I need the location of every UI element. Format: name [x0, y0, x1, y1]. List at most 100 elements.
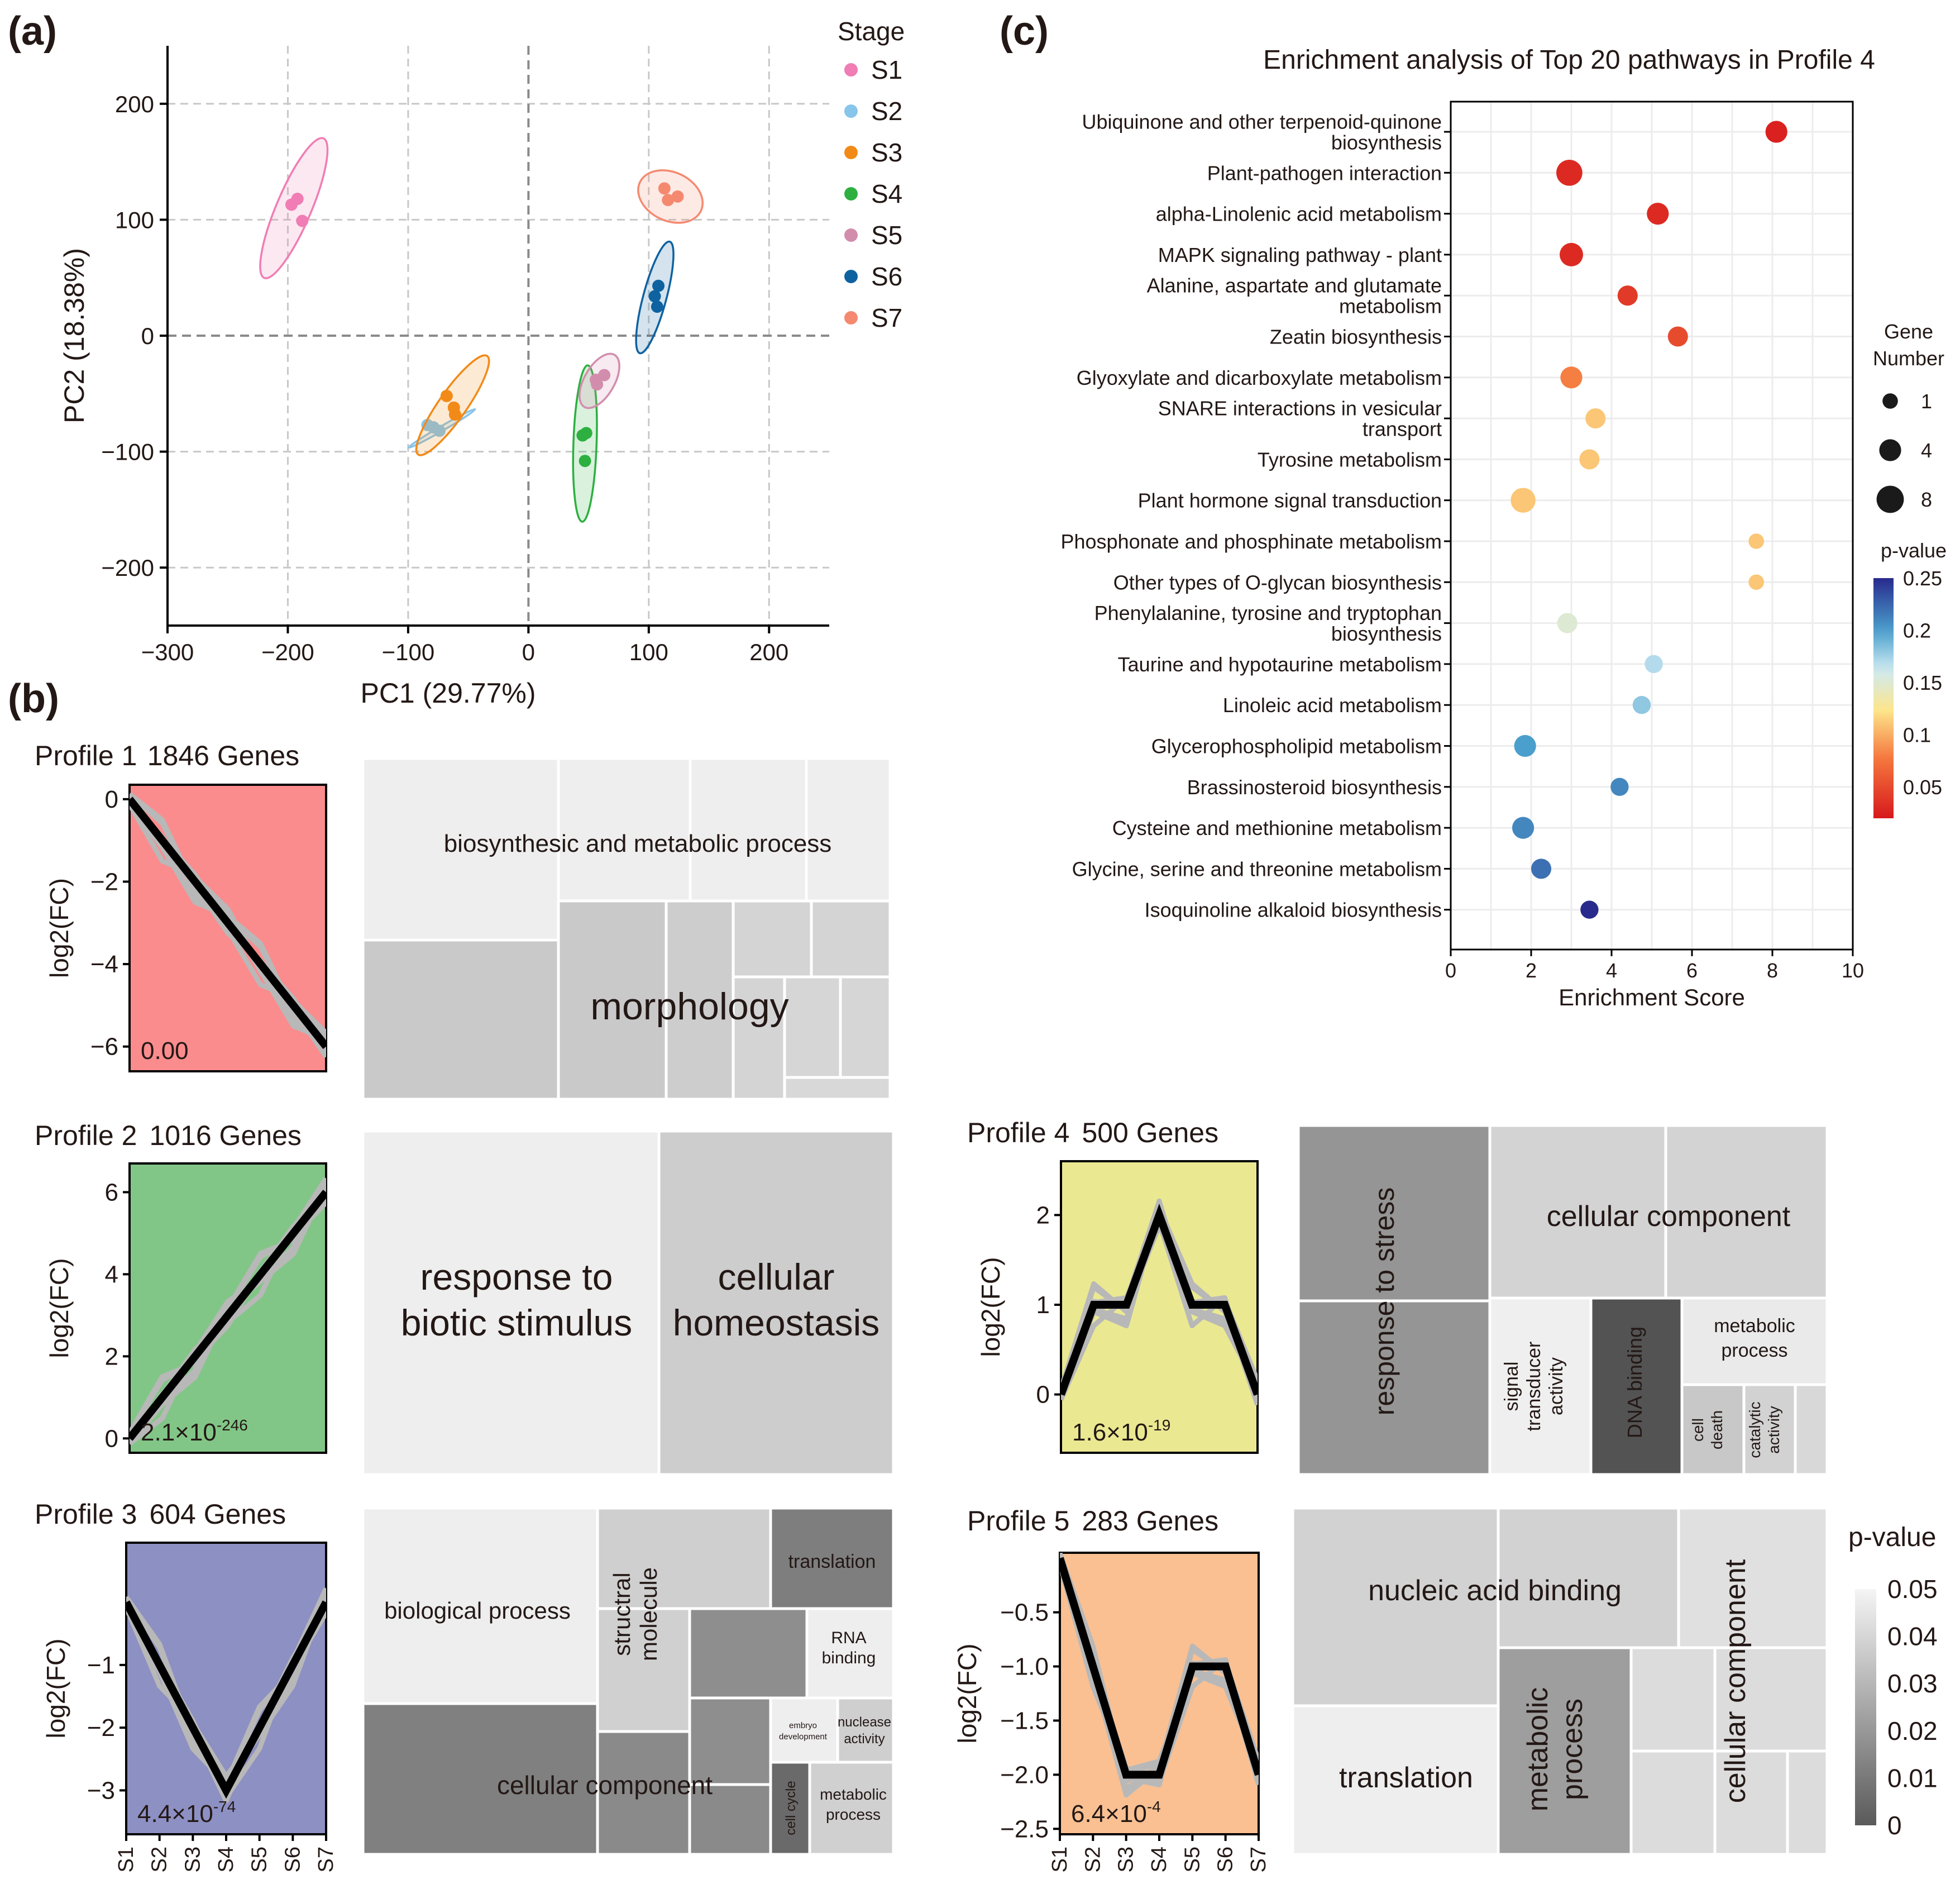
pathway-label: Isoquinoline alkaloid biosynthesis [1145, 899, 1442, 922]
profile-ytick-label: 4 [105, 1261, 118, 1288]
treemap-tile [688, 1696, 772, 1786]
pca-legend-label-S2: S2 [871, 97, 902, 126]
gene-number-legend-dot [1882, 393, 1898, 409]
treemap-label-signal-transducer: signaltransduceractivity [1501, 1342, 1567, 1432]
profile-p4: Profile 4 500 Genes 2 1 0 log2(FC) 1.6×10-19 [967, 1117, 1259, 1454]
enrichment-dot [1667, 326, 1688, 347]
profile-ytick-label: −1.0 [1000, 1653, 1049, 1681]
pathway-label: Other types of O-glycan biosynthesis [1113, 571, 1442, 594]
enrichment-dot [1512, 817, 1534, 839]
treemap-label-biosynthesis: biosynthesic and metabolic process [444, 830, 832, 857]
treemap-label-metabolic-process-line: metabolic [820, 1786, 887, 1803]
profile-ylabel: log2(FC) [953, 1644, 982, 1744]
profile-title: Profile 1 1846 Genes [35, 740, 299, 771]
profile-xtick-label: S5 [1180, 1847, 1204, 1872]
treemap-pvalue-legend: p-value 0.05 0.04 0.03 0.02 0.01 0 [1848, 1523, 1938, 1840]
pca-point-S3 [440, 389, 453, 402]
treemap-label-cell-death-line: death [1708, 1410, 1725, 1449]
pca-ylabel: PC2 (18.38%) [59, 248, 90, 423]
treemap-label-response-to-stress: response to stress [1369, 1187, 1400, 1416]
enrichment-title: Enrichment analysis of Top 20 pathways i… [1263, 45, 1875, 75]
treemap-label-cell-death: cell death [1689, 1410, 1725, 1449]
pvalue-colorbar-label: 0.1 [1903, 723, 1931, 746]
treemap-label-biological-process: biological process [384, 1597, 571, 1624]
treemap-label-embryo-development-line: embryo [789, 1721, 817, 1730]
profile-mean-line [126, 1600, 326, 1799]
treemap-tile [596, 1730, 691, 1856]
pca-point-S7 [671, 190, 684, 203]
pvalue-legend-title: p-value [1881, 539, 1947, 562]
enrichment-xtick-label: 8 [1767, 959, 1778, 982]
treemap-tile [1794, 1383, 1829, 1476]
pathway-label: Glycine, serine and threonine metabolism [1072, 857, 1442, 880]
treemap-label-metabolic-process-5-line: process [1556, 1699, 1589, 1800]
gene-trace [1060, 1562, 1259, 1784]
enrichment-dot [1647, 203, 1669, 225]
profile-pvalue: 0.00 [141, 1037, 189, 1065]
profile-gene-count: 1846 Genes [147, 740, 299, 771]
pca-ytick-label: −200 [101, 555, 154, 581]
profile-pvalue: 1.6×10-19 [1072, 1416, 1170, 1446]
profile-mean-line [130, 796, 326, 1050]
treemap-label-metabolic-process-line: process [826, 1806, 881, 1823]
treemap-legend-label: 0.05 [1887, 1575, 1938, 1604]
pca-point-S7 [662, 194, 675, 207]
pca-legend-dot-S2 [844, 104, 858, 118]
treemap-tile [1786, 1749, 1829, 1856]
pvalue-base: 2.1×10 [141, 1419, 217, 1446]
treemap-legend-colorbar [1855, 1589, 1876, 1825]
enrichment-xtick-label: 10 [1842, 959, 1864, 982]
pca-point-S2 [433, 424, 446, 437]
profile-pvalue: 2.1×10-246 [141, 1416, 248, 1446]
enrichment-dot [1765, 121, 1787, 143]
treemap-tile [688, 1607, 809, 1700]
profile-ylabel: log2(FC) [45, 1258, 74, 1358]
profile-gene-count: 1016 Genes [149, 1120, 301, 1151]
enrichment-dot [1531, 858, 1552, 879]
profile-ytick-label: 0 [1036, 1381, 1050, 1409]
profile-lines [130, 792, 326, 1058]
gene-number-legend-title-line: Number [1873, 347, 1944, 370]
pvalue-exponent: -246 [217, 1416, 248, 1434]
treemap-label-biotic-stimulus: response to biotic stimulus [401, 1256, 632, 1343]
enrichment-dot [1610, 777, 1629, 796]
pca-point-S5 [591, 378, 604, 391]
enrichment-dot [1556, 159, 1583, 186]
pca-point-S4 [579, 455, 591, 468]
enrichment-dot [1748, 533, 1764, 549]
treemap-tile [361, 938, 560, 1101]
enrichment-xtick-label: 4 [1606, 959, 1617, 982]
pathway-label: Plant-pathogen interaction [1207, 161, 1442, 184]
enrichment-dot [1617, 285, 1638, 306]
treemap-tile [783, 1076, 892, 1101]
profile-ylabel: log2(FC) [41, 1639, 70, 1739]
profile-pvalue: 4.4×10-74 [137, 1798, 236, 1828]
pca-chart: −300 −200 −100 0 100 200 −200 −100 0 100 200 PC1 (2… [59, 17, 905, 709]
profile-ytick-label: −2 [87, 1714, 115, 1742]
treemap-label-metabolic-process-4-line: process [1721, 1340, 1787, 1361]
pathway-label: Phenylalanine, tyrosine and tryptophan bi… [1094, 602, 1442, 645]
profile-xtick-label: S1 [1048, 1847, 1072, 1872]
pca-point-S5 [598, 369, 611, 381]
pathway-label-line: Ubiquinone and other terpenoid-quinone [1082, 111, 1442, 133]
treemap-label-nuclease-activity-line: activity [844, 1731, 885, 1747]
treemap-label-rna-binding-line: RNA [831, 1629, 866, 1647]
profile-ytick-label: 0 [105, 1425, 118, 1452]
pca-legend-label-S1: S1 [871, 55, 902, 84]
treemap-label-signal-transducer-line: transducer [1523, 1342, 1545, 1432]
profile-ytick-label: −1 [87, 1652, 115, 1679]
pca-legend-dot-S7 [844, 311, 858, 325]
profile-gene-count: 500 Genes [1082, 1117, 1218, 1148]
gene-number-legend-title: Gene Number [1873, 320, 1944, 370]
enrichment-dot [1557, 613, 1577, 633]
treemap-tile [1291, 1704, 1500, 1856]
treemap-label-embryo-development-line: development [779, 1732, 828, 1742]
treemap-tile [808, 1761, 895, 1856]
pvalue-base: 4.4×10 [137, 1800, 213, 1828]
treemap-tile [1680, 1383, 1746, 1476]
pca-point-S6 [652, 279, 665, 292]
treemap-tile [665, 899, 735, 1101]
pca-xtick-label: −200 [261, 639, 314, 665]
enrichment-dot [1585, 408, 1606, 429]
